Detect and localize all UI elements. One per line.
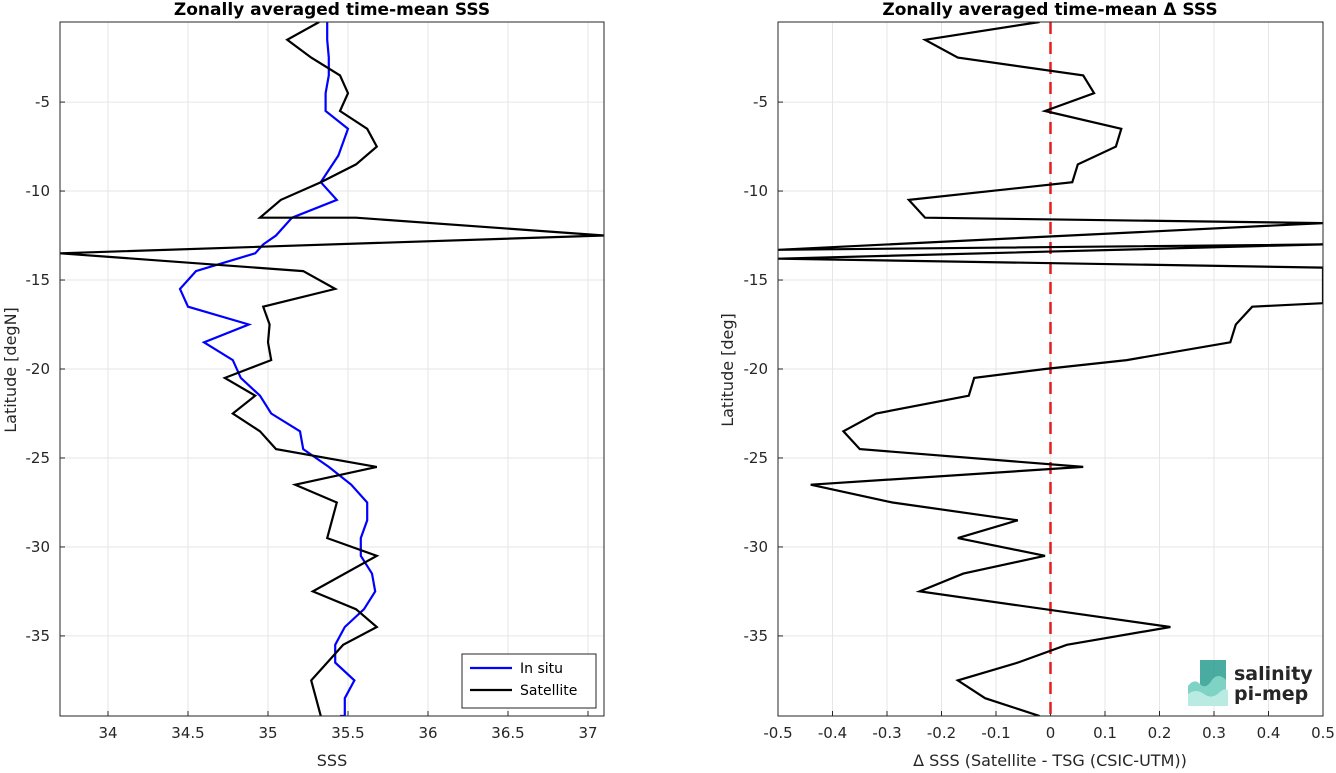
left-axes-frame	[59, 21, 605, 717]
left-y-tick-label: -30	[26, 538, 51, 556]
right-series-line-delta	[778, 22, 1323, 716]
left-y-tick-label: -25	[26, 449, 51, 467]
right-x-tick-label: 0	[1046, 724, 1056, 742]
right-x-tick-label: -0.3	[872, 724, 901, 742]
left-x-tick-label: 35.5	[331, 724, 364, 742]
left-chart-title: Zonally averaged time-mean SSS	[174, 0, 490, 20]
wave-logo-icon	[1188, 660, 1228, 706]
logo-text-pi-mep: pi-mep	[1234, 683, 1308, 705]
right-y-tick-label: -35	[744, 627, 769, 645]
right-x-axis-label: Δ SSS (Satellite - TSG (CSIC-UTM))	[913, 751, 1187, 769]
right-x-tick-label: 0.4	[1257, 724, 1281, 742]
left-x-tick-label: 34	[98, 724, 117, 742]
salinity-pi-mep-logo: salinity pi-mep	[1186, 658, 1316, 708]
left-series-line-satellite	[60, 22, 604, 716]
right-x-tick-label: -0.4	[818, 724, 847, 742]
right-y-tick-label: -10	[744, 182, 769, 200]
left-x-axis-label: SSS	[317, 751, 347, 769]
right-y-tick-label: -15	[744, 271, 769, 289]
left-y-tick-label: -15	[26, 271, 51, 289]
legend-box	[461, 653, 597, 709]
right-x-tick-label: -0.1	[981, 724, 1010, 742]
right-x-tick-label: 0.3	[1202, 724, 1226, 742]
right-y-tick-label: -25	[744, 449, 769, 467]
left-y-tick-label: -5	[35, 93, 50, 111]
right-x-tick-label: 0.5	[1311, 724, 1335, 742]
legend-label-in-situ: In situ	[520, 661, 563, 677]
left-y-tick-label: -20	[26, 360, 51, 378]
right-x-tick-label: 0.1	[1093, 724, 1117, 742]
left-x-tick-label: 37	[578, 724, 597, 742]
right-x-tick-label: -0.5	[763, 724, 792, 742]
right-x-tick-label: 0.2	[1148, 724, 1172, 742]
left-y-tick-label: -10	[26, 182, 51, 200]
right-y-tick-label: -5	[753, 93, 768, 111]
right-y-tick-label: -30	[744, 538, 769, 556]
right-x-tick-label: -0.2	[927, 724, 956, 742]
logo-text-salinity: salinity	[1234, 663, 1313, 685]
left-plot-panel: Zonally averaged time-mean SSS SSS Latit…	[1, 0, 605, 770]
right-y-axis-label: Latitude [deg]	[718, 313, 737, 427]
left-x-tick-label: 36.5	[491, 724, 524, 742]
legend: In situ Satellite	[461, 653, 597, 709]
right-axes-frame	[777, 21, 1324, 717]
left-series-line-in-situ	[178, 22, 377, 716]
right-plot-panel: Zonally averaged time-mean Δ SSS Δ SSS (…	[718, 0, 1335, 770]
left-x-tick-label: 34.5	[171, 724, 204, 742]
left-x-tick-label: 36	[418, 724, 437, 742]
left-y-tick-label: -35	[26, 627, 51, 645]
right-y-tick-label: -20	[744, 360, 769, 378]
left-y-axis-label: Latitude [degN]	[1, 307, 20, 433]
left-x-tick-label: 35	[258, 724, 277, 742]
right-chart-title: Zonally averaged time-mean Δ SSS	[882, 0, 1217, 20]
legend-label-satellite: Satellite	[520, 683, 577, 699]
